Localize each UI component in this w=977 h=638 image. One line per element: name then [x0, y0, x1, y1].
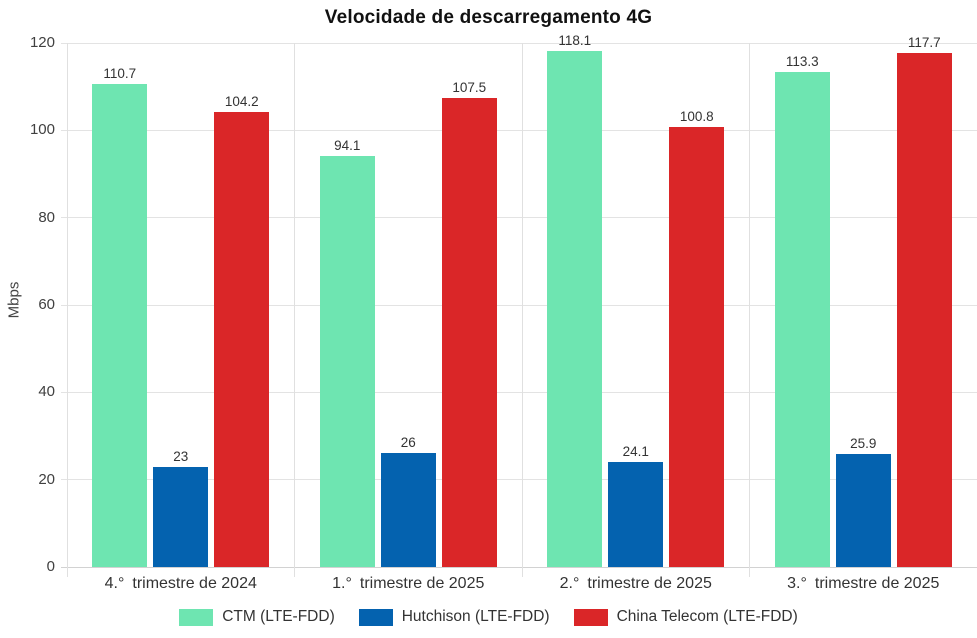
- bar-value-label: 113.3: [785, 54, 819, 70]
- plot-area: 110.7 94.1 118.1 113.3 23 26 24.1 25.9 104.2 107.…: [61, 33, 977, 577]
- legend-item-label: CTM (LTE-FDD): [222, 608, 335, 625]
- y-tick-label-80: 80: [38, 208, 55, 226]
- legend-swatch-icon: [573, 608, 608, 626]
- y-tick-label-40: 40: [38, 383, 55, 401]
- gridline-120: [61, 42, 977, 44]
- y-tick-label-0: 0: [46, 558, 55, 575]
- bar-value-label: 107.5: [452, 79, 487, 95]
- bar-ctm-q3[interactable]: [774, 72, 830, 567]
- bar-value-label: 110.7: [103, 65, 137, 81]
- bar-value-label: 104.2: [224, 94, 259, 109]
- x-tick-label-1: 1.° trimestre de 2025: [332, 575, 485, 592]
- bar-hutchison-q0[interactable]: [153, 466, 209, 567]
- chart-title: Velocidade de descarregamento 4G: [324, 7, 653, 28]
- bar-value-label: 24.1: [622, 443, 649, 459]
- category-separator: [66, 43, 68, 577]
- category-separator: [749, 43, 750, 577]
- legend-item-label: China Telecom (LTE-FDD): [616, 608, 798, 625]
- gridline-80: [61, 217, 977, 219]
- bar-value-label: 117.7: [907, 35, 941, 51]
- bar-hutchison-q3[interactable]: [835, 453, 891, 567]
- legend-item-ctm[interactable]: CTM (LTE-FDD): [179, 608, 335, 626]
- x-tick-label-0: 4.° trimestre de 2024: [104, 575, 257, 592]
- category-separator: [294, 43, 295, 577]
- bar-value-label: 118.1: [558, 33, 592, 49]
- legend-swatch-icon: [179, 608, 214, 626]
- legend-swatch-icon: [358, 608, 393, 626]
- x-tick-label-3: 3.° trimestre de 2025: [787, 575, 940, 592]
- x-tick-label-2: 2.° trimestre de 2025: [559, 575, 712, 592]
- gridline-60: [61, 304, 977, 306]
- bar-value-label: 23: [173, 448, 189, 464]
- bar-china-q1[interactable]: [441, 97, 497, 567]
- bar-hutchison-q2[interactable]: [608, 461, 664, 567]
- bar-value-label: 94.1: [334, 138, 361, 154]
- legend-item-hutchison[interactable]: Hutchison (LTE-FDD): [358, 608, 550, 626]
- bar-china-q2[interactable]: [669, 126, 725, 567]
- category-separator: [521, 43, 523, 577]
- bar-ctm-q2[interactable]: [547, 51, 603, 567]
- legend-item-label: Hutchison (LTE-FDD): [401, 608, 550, 625]
- y-tick-label-20: 20: [38, 470, 55, 488]
- y-tick-label-100: 100: [29, 121, 55, 139]
- bar-value-label: 25.9: [850, 435, 877, 451]
- bar-china-q0[interactable]: [214, 112, 270, 567]
- gridline-40: [61, 391, 977, 393]
- bar-ctm-q0[interactable]: [92, 83, 148, 567]
- y-axis-tick-labels: 0 20 40 60 80 100 120: [0, 34, 55, 575]
- gridline-20: [61, 479, 977, 481]
- y-tick-label-60: 60: [38, 296, 55, 313]
- legend-item-china[interactable]: China Telecom (LTE-FDD): [573, 608, 798, 626]
- bar-china-q3[interactable]: [896, 53, 952, 567]
- gridline-0: [61, 566, 977, 568]
- x-axis-tick-labels: 4.° trimestre de 2024 1.° trimestre de 20…: [67, 575, 977, 597]
- legend: CTM (LTE-FDD) Hutchison (LTE-FDD) China Te…: [0, 604, 977, 630]
- gridline-100: [61, 129, 977, 131]
- bar-ctm-q1[interactable]: [319, 156, 375, 567]
- bar-value-label: 100.8: [679, 108, 714, 124]
- bar-hutchison-q1[interactable]: [380, 453, 436, 567]
- y-tick-label-120: 120: [29, 34, 55, 51]
- bar-value-label: 26: [400, 435, 416, 451]
